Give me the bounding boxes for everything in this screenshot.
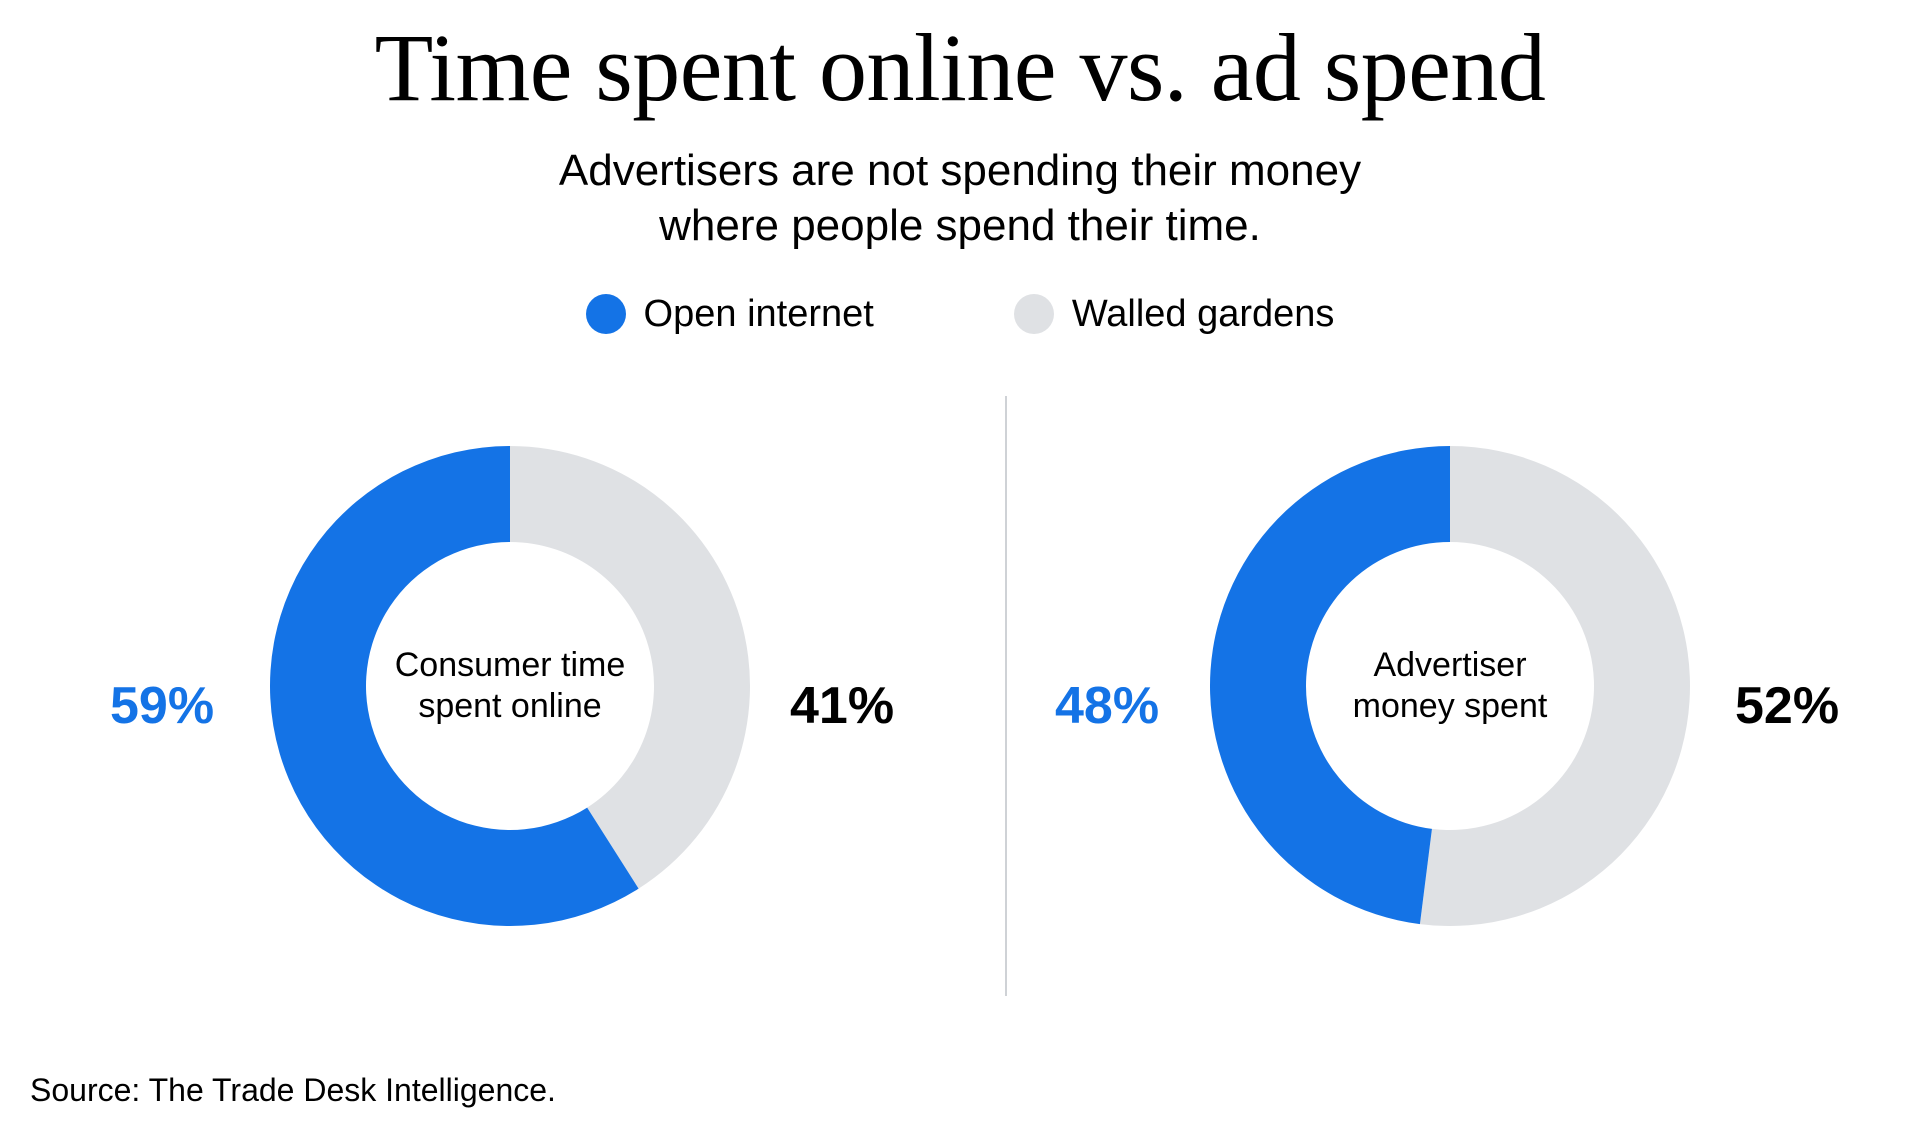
donut-consumer-time: Consumer time spent online — [270, 446, 750, 926]
charts-row: Consumer time spent online 59% 41% Adver… — [0, 396, 1920, 1016]
legend-item-open-internet: Open internet — [586, 293, 874, 336]
legend-label-walled-gardens: Walled gardens — [1072, 293, 1335, 336]
donut-consumer-time-center-label: Consumer time spent online — [366, 645, 654, 727]
donut-advertiser-money-pct-walled-gardens: 52% — [1735, 676, 1839, 736]
donut-advertiser-money-pct-open-internet: 48% — [1055, 676, 1159, 736]
legend-swatch-walled-gardens — [1014, 294, 1054, 334]
donut-consumer-time-pct-walled-gardens: 41% — [790, 676, 894, 736]
donut-advertiser-money: Advertiser money spent — [1210, 446, 1690, 926]
legend: Open internet Walled gardens — [0, 293, 1920, 336]
chart-divider — [1005, 396, 1007, 996]
legend-swatch-open-internet — [586, 294, 626, 334]
legend-label-open-internet: Open internet — [644, 293, 874, 336]
legend-item-walled-gardens: Walled gardens — [1014, 293, 1335, 336]
page: Time spent online vs. ad spend Advertise… — [0, 0, 1920, 1137]
page-title: Time spent online vs. ad spend — [0, 0, 1920, 119]
page-subtitle: Advertisers are not spending their money… — [0, 143, 1920, 253]
donut-advertiser-money-center-label: Advertiser money spent — [1306, 645, 1594, 727]
donut-consumer-time-pct-open-internet: 59% — [110, 676, 214, 736]
source-attribution: Source: The Trade Desk Intelligence. — [30, 1072, 556, 1109]
